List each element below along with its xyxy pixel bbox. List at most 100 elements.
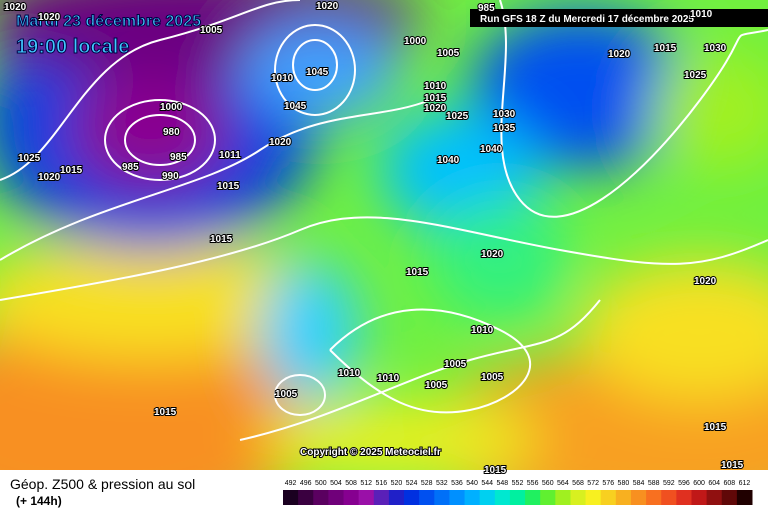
legend-swatch [646, 490, 662, 505]
legend-swatch [691, 490, 708, 505]
isobar-label: 1025 [446, 111, 469, 122]
legend-label: 516 [375, 480, 387, 487]
isobar-label: 1005 [275, 389, 298, 400]
legend-label: 584 [633, 480, 645, 487]
isobar-label: 1040 [480, 144, 503, 155]
legend-swatch [434, 490, 450, 505]
legend-swatch [555, 490, 571, 505]
isobar-label: 1015 [154, 407, 177, 418]
legend-swatch [404, 490, 420, 505]
legend-swatch [373, 490, 390, 505]
isobar-label: 1015 [721, 460, 744, 471]
isobar-label: 1000 [404, 36, 427, 47]
isobars [0, 0, 768, 441]
legend-label: 592 [663, 480, 675, 487]
isobar-label: 985 [122, 162, 139, 173]
legend-label: 564 [557, 480, 569, 487]
legend-label: 600 [693, 480, 705, 487]
isobar-label: 1005 [200, 25, 223, 36]
legend-label: 588 [648, 480, 660, 487]
isobar-label: 1005 [425, 380, 448, 391]
isobar-label: 990 [162, 171, 179, 182]
legend-swatch [449, 490, 466, 505]
isobar-label: 1020 [269, 137, 292, 148]
isobar-label: 1010 [690, 9, 713, 20]
legend-swatch [298, 490, 314, 505]
isobar-label: 1040 [437, 155, 460, 166]
isobar-label: 1030 [704, 43, 727, 54]
isobar-label: 1020 [481, 249, 504, 260]
legend-label: 512 [360, 480, 372, 487]
legend-swatch [479, 490, 496, 505]
footer-lead: (+ 144h) [16, 494, 62, 508]
isobar-label: 1020 [316, 1, 339, 12]
isobar-label: 1035 [493, 123, 516, 134]
run-info: Run GFS 18 Z du Mercredi 17 décembre 202… [480, 14, 694, 25]
legend-label: 532 [436, 480, 448, 487]
isobar-label: 1011 [219, 150, 241, 161]
legend-label: 544 [481, 480, 493, 487]
footer-title: Géop. Z500 & pression au sol [10, 476, 195, 492]
isobar-label: 1020 [694, 276, 717, 287]
legend-swatch [509, 490, 526, 505]
legend-label: 576 [602, 480, 614, 487]
forecast-date: Mardi 23 décembre 2025 [16, 13, 201, 30]
legend-label: 560 [542, 480, 554, 487]
isobar-label: 1005 [481, 372, 504, 383]
isobar-label: 1015 [210, 234, 233, 245]
legend-swatch [283, 490, 299, 505]
legend-swatch [585, 490, 602, 505]
legend-label: 496 [300, 480, 312, 487]
legend-label: 580 [618, 480, 630, 487]
legend-label: 528 [421, 480, 433, 487]
isobar-label: 1010 [471, 325, 494, 336]
isobar-label: 1010 [271, 73, 294, 84]
legend-label: 508 [345, 480, 357, 487]
legend-label: 504 [330, 480, 342, 487]
legend-label: 500 [315, 480, 327, 487]
isobar-label: 1020 [38, 172, 61, 183]
isobar-label: 1045 [306, 67, 329, 78]
isobar-label: 1025 [684, 70, 707, 81]
legend-swatch [313, 490, 329, 505]
legend-label: 608 [723, 480, 735, 487]
isobar-label: 1015 [654, 43, 677, 54]
legend-swatch [600, 490, 617, 505]
isobar-label: 1020 [38, 12, 61, 23]
isobar-label: 1000 [160, 102, 183, 113]
legend-swatch [419, 490, 435, 505]
legend-label: 540 [466, 480, 478, 487]
legend-swatch [615, 490, 632, 505]
legend: 492 496 500 504 508 512 516 520 524 528 532 536 540 5… [283, 480, 753, 505]
isobar-label: 1045 [284, 101, 307, 112]
isobar-label: 1015 [484, 465, 507, 476]
legend-label: 612 [739, 480, 751, 487]
copyright: Copyright © 2025 Meteociel.fr [300, 447, 441, 458]
legend-swatch [464, 490, 481, 505]
legend-swatch [736, 490, 753, 505]
isobar-label: 1020 [424, 103, 447, 114]
isobar-label: 1005 [444, 359, 467, 370]
isobar-label: 1015 [424, 93, 447, 104]
isobar-label: 1020 [4, 2, 27, 13]
legend-swatch [328, 490, 345, 505]
isobar-label: 1005 [437, 48, 460, 59]
isobar-label: 1030 [493, 109, 516, 120]
forecast-time: 19:00 locale [16, 36, 129, 58]
legend-swatch [661, 490, 677, 505]
legend-swatch [721, 490, 738, 505]
isobar-label: 985 [170, 152, 187, 163]
legend-swatch [343, 490, 360, 505]
legend-label: 596 [678, 480, 690, 487]
isobar-label: 980 [163, 127, 180, 138]
isobar-label: 985 [478, 3, 495, 14]
isobar-label: 1015 [60, 165, 83, 176]
isobar-label: 1010 [338, 368, 361, 379]
isobar-label: 1015 [217, 181, 240, 192]
legend-swatch [358, 490, 375, 505]
legend-label: 492 [285, 480, 297, 487]
legend-label: 548 [497, 480, 509, 487]
